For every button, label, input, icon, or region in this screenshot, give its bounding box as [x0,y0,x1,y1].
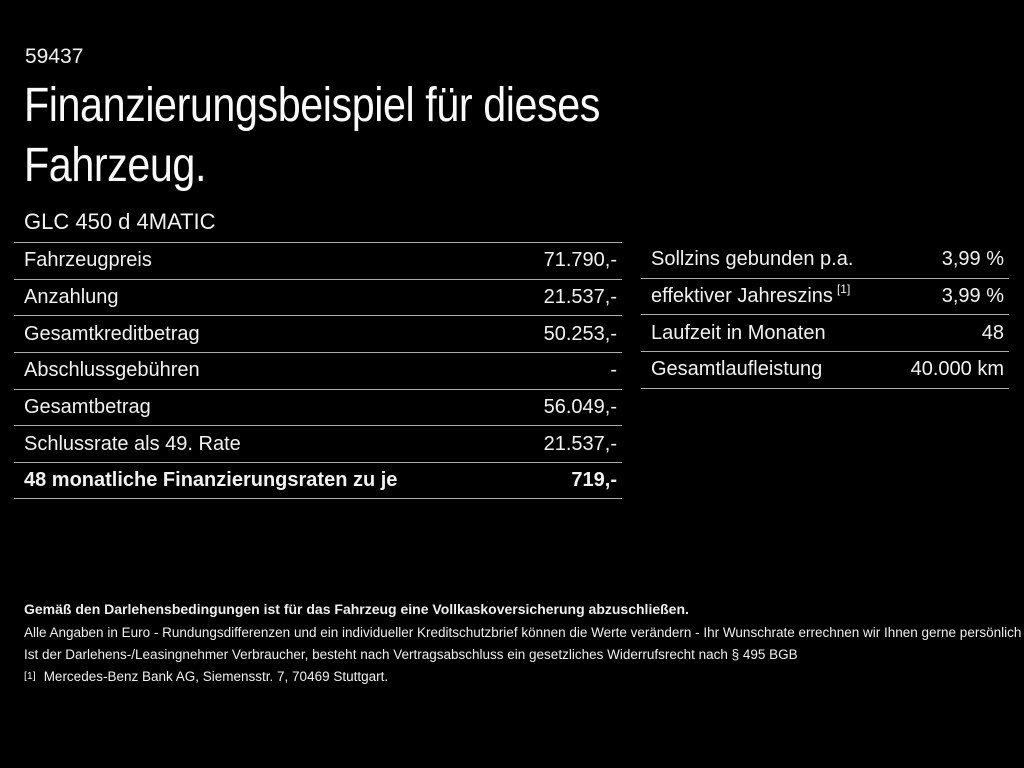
footnote-text: Mercedes-Benz Bank AG, Siemensstr. 7, 70… [43,669,389,684]
listing-id: 59437 [25,45,84,68]
table-row-effektiver-jahreszins: effektiver Jahreszins [1] 3,99 % [641,279,1009,316]
vehicle-model: GLC 450 d 4MATIC [24,209,216,234]
table-row-abschlussgebuehren: Abschlussgebühren - [14,353,622,390]
page-title: Finanzierungsbeispiel für dieses Fahrzeug… [24,76,600,196]
footer-withdrawal-note: Ist der Darlehens-/Leasingnehmer Verbrau… [24,647,798,662]
row-label: effektiver Jahreszins [1] [651,282,851,308]
row-label: Abschlussgebühren [24,359,200,382]
footnote-reference: [1] [836,282,851,297]
table-row-gesamtlaufleistung: Gesamtlaufleistung 40.000 km [641,352,1009,389]
row-label: Laufzeit in Monaten [651,321,826,344]
footer-insurance-note: Gemäß den Darlehensbedingungen ist für d… [24,601,689,617]
row-value: 719,- [571,469,617,492]
table-row-fahrzeugpreis: Fahrzeugpreis 71.790,- [14,243,622,280]
table-row-gesamtkreditbetrag: Gesamtkreditbetrag 50.253,- [14,316,622,353]
row-label-text: effektiver Jahreszins [651,284,833,307]
row-label: Sollzins gebunden p.a. [651,248,854,271]
terms-table: Sollzins gebunden p.a. 3,99 % effektiver… [641,242,1009,389]
row-value: 21.537,- [543,285,617,308]
row-label: 48 monatliche Finanzierungsraten zu je [24,469,398,492]
row-label: Gesamtbetrag [24,395,151,418]
row-label: Gesamtlaufleistung [651,358,823,381]
footnote-marker: [1] [24,670,36,682]
row-value: 50.253,- [543,322,617,345]
row-label: Anzahlung [24,285,119,308]
row-value: 48 [981,321,1004,344]
row-value: 21.537,- [543,432,617,455]
row-value: 3,99 % [941,284,1004,307]
table-row-anzahlung: Anzahlung 21.537,- [14,280,622,317]
row-value: 71.790,- [543,249,617,272]
page-title-line2: Fahrzeug. [24,139,206,192]
row-label: Gesamtkreditbetrag [24,322,200,345]
footnote: [1] Mercedes-Benz Bank AG, Siemensstr. 7,… [24,668,388,687]
table-row-sollzins: Sollzins gebunden p.a. 3,99 % [641,242,1009,279]
page-title-line1: Finanzierungsbeispiel für dieses [24,79,600,132]
row-value: 56.049,- [543,395,617,418]
table-row-schlussrate: Schlussrate als 49. Rate 21.537,- [14,426,622,463]
footer-disclaimer: Alle Angaben in Euro - Rundungsdifferenz… [24,625,1022,640]
row-label: Schlussrate als 49. Rate [24,432,241,455]
table-row-gesamtbetrag: Gesamtbetrag 56.049,- [14,390,622,427]
table-row-monatsrate: 48 monatliche Finanzierungsraten zu je 7… [14,463,622,500]
row-label: Fahrzeugpreis [24,249,152,272]
row-value: 40.000 km [910,358,1004,381]
row-value: 3,99 % [941,248,1004,271]
table-row-laufzeit: Laufzeit in Monaten 48 [641,315,1009,352]
row-value: - [610,359,617,382]
finance-table: Fahrzeugpreis 71.790,- Anzahlung 21.537,… [14,242,622,500]
